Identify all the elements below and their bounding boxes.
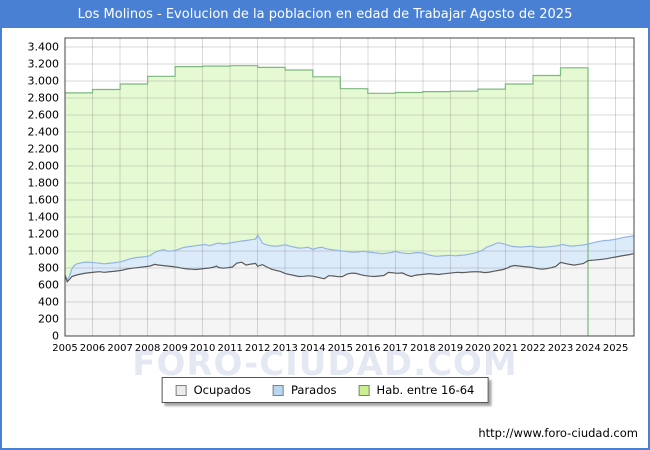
- svg-text:2.800: 2.800: [28, 92, 60, 105]
- svg-text:2015: 2015: [328, 343, 353, 354]
- svg-text:800: 800: [38, 262, 59, 275]
- svg-text:2021: 2021: [493, 343, 518, 354]
- parados-swatch-icon: [272, 384, 284, 396]
- svg-text:2013: 2013: [272, 343, 297, 354]
- svg-text:0: 0: [52, 330, 59, 343]
- svg-text:2025: 2025: [603, 343, 628, 354]
- habitantes-line: [65, 65, 589, 336]
- svg-text:600: 600: [38, 279, 59, 292]
- legend-label-parados: Parados: [290, 383, 337, 397]
- habitantes-swatch-icon: [358, 384, 370, 396]
- foro-ciudad-link[interactable]: http://www.foro-ciudad.com: [478, 426, 638, 440]
- svg-text:2022: 2022: [520, 343, 545, 354]
- legend-item-parados: Parados: [272, 383, 337, 397]
- svg-text:2024: 2024: [575, 343, 600, 354]
- plot-frame: [64, 37, 635, 337]
- svg-text:1.400: 1.400: [28, 211, 60, 224]
- svg-text:2008: 2008: [135, 343, 160, 354]
- x-axis-labels: 2005 2006 2007 2008 2009 2010 2011 2012 2013 2014…: [52, 343, 628, 354]
- chart-legend: Ocupados Parados Hab. entre 16-64: [161, 377, 489, 403]
- svg-text:2016: 2016: [355, 343, 380, 354]
- svg-text:2005: 2005: [52, 343, 77, 354]
- svg-text:2010: 2010: [190, 343, 215, 354]
- legend-label-ocupados: Ocupados: [193, 383, 251, 397]
- svg-text:3.200: 3.200: [28, 58, 60, 71]
- svg-text:2.200: 2.200: [28, 143, 60, 156]
- svg-text:400: 400: [38, 296, 59, 309]
- svg-text:200: 200: [38, 313, 59, 326]
- svg-text:2023: 2023: [548, 343, 573, 354]
- svg-text:1.200: 1.200: [28, 228, 60, 241]
- svg-text:2012: 2012: [245, 343, 270, 354]
- svg-text:2.000: 2.000: [28, 160, 60, 173]
- ocupados-swatch-icon: [175, 384, 187, 396]
- svg-text:2.400: 2.400: [28, 126, 60, 139]
- svg-text:1.000: 1.000: [28, 245, 60, 258]
- svg-text:2019: 2019: [438, 343, 463, 354]
- parados-line: [64, 234, 634, 282]
- svg-text:2007: 2007: [107, 343, 132, 354]
- y-axis-labels: 0 200 400 600 800 1.000 1.200 1.400 1.600 1.800 2.…: [28, 41, 60, 343]
- svg-text:2006: 2006: [80, 343, 105, 354]
- svg-text:2011: 2011: [217, 343, 242, 354]
- legend-item-ocupados: Ocupados: [175, 383, 251, 397]
- svg-text:1.600: 1.600: [28, 194, 60, 207]
- svg-text:2020: 2020: [465, 343, 490, 354]
- svg-text:2009: 2009: [162, 343, 187, 354]
- ocupados-line: [64, 253, 634, 283]
- legend-item-habitantes: Hab. entre 16-64: [358, 383, 475, 397]
- svg-text:1.800: 1.800: [28, 177, 60, 190]
- svg-text:2017: 2017: [383, 343, 408, 354]
- window-title: Los Molinos - Evolucion de la poblacion …: [2, 2, 648, 28]
- legend-label-habitantes: Hab. entre 16-64: [376, 383, 475, 397]
- svg-text:2.600: 2.600: [28, 109, 60, 122]
- svg-text:3.400: 3.400: [28, 41, 60, 54]
- svg-text:3.000: 3.000: [28, 75, 60, 88]
- svg-text:2018: 2018: [410, 343, 435, 354]
- ocupados-area: [65, 253, 634, 336]
- series-lines: [64, 65, 634, 336]
- area-fills: [65, 65, 634, 336]
- svg-text:2014: 2014: [300, 343, 325, 354]
